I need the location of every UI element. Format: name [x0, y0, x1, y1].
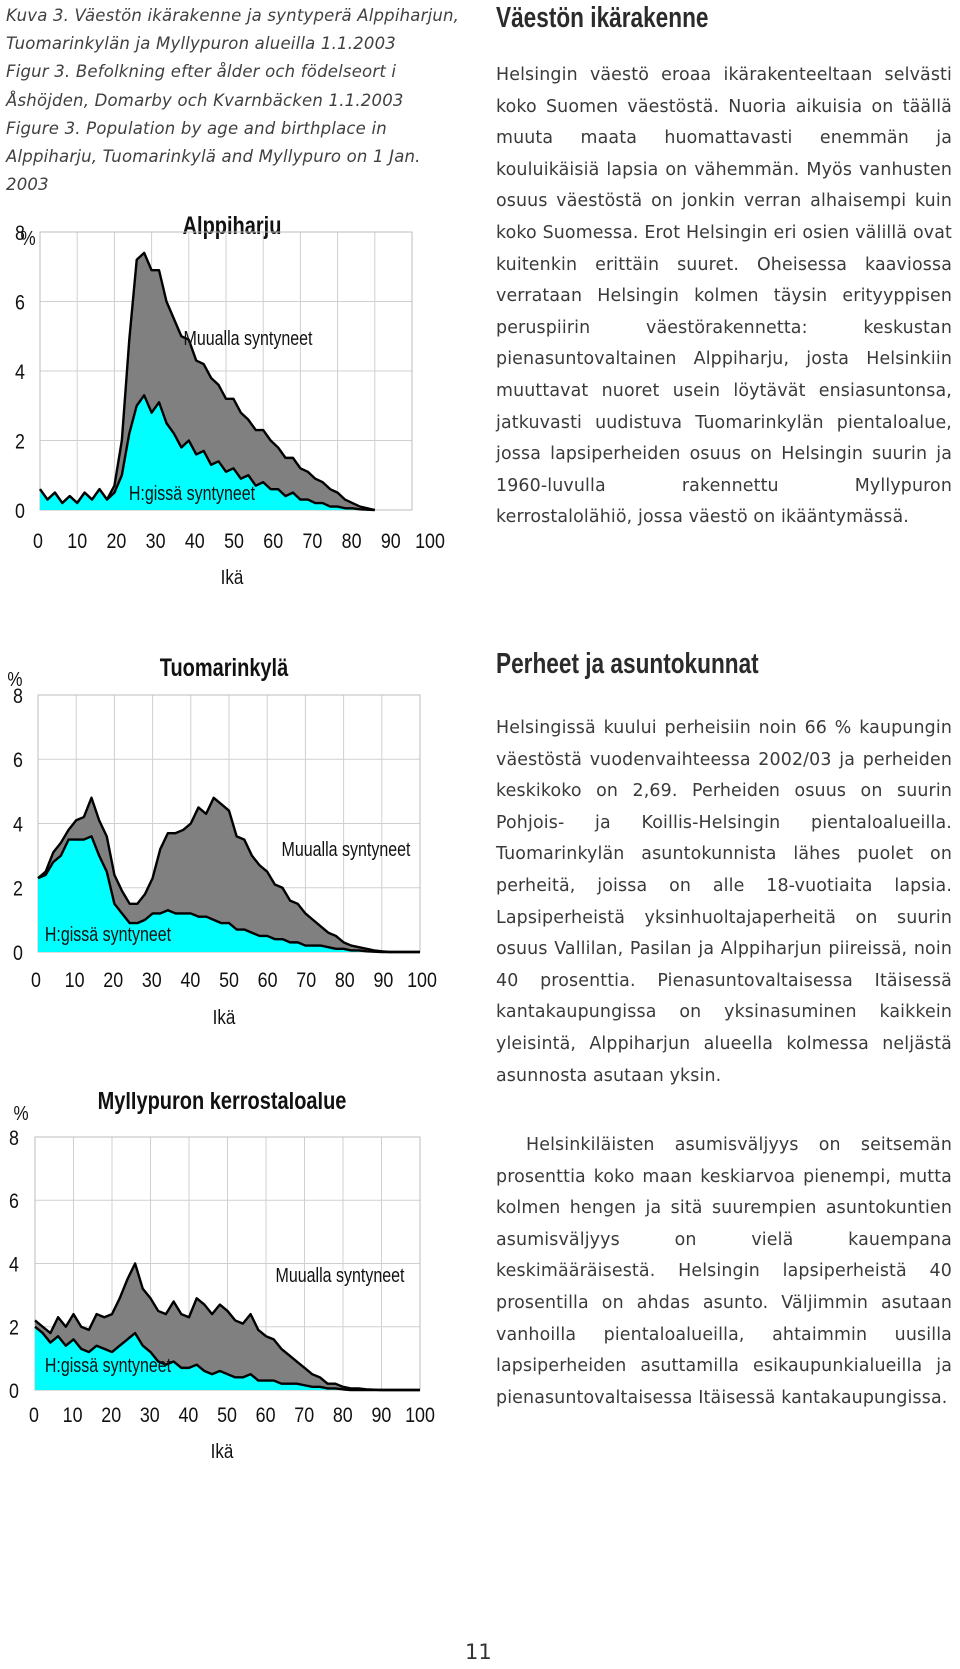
x-tick-label: 20	[101, 1404, 121, 1428]
annotation-muualla-syntyneet: Muualla syntyneet	[276, 1264, 405, 1286]
section-heading-families: Perheet ja asuntokunnat	[496, 648, 759, 680]
y-tick-label: 4	[15, 361, 25, 385]
y-tick-label: 0	[9, 1380, 19, 1404]
y-tick-label: 6	[13, 749, 23, 773]
x-tick-label: 10	[67, 530, 87, 554]
y-tick-label: 6	[9, 1190, 19, 1214]
x-tick-label: 70	[296, 969, 316, 993]
x-tick-label: 100	[415, 530, 445, 554]
x-tick-label: 50	[217, 1404, 237, 1428]
x-tick-label: 30	[142, 969, 162, 993]
x-axis-label: Ikä	[213, 1006, 236, 1029]
area-hgissa-syntyneet	[35, 1326, 420, 1390]
x-tick-label: 0	[31, 969, 41, 993]
x-tick-label: 80	[342, 530, 362, 554]
annotation-muualla-syntyneet: Muualla syntyneet	[184, 327, 313, 349]
x-tick-label: 70	[302, 530, 322, 554]
x-tick-label: 10	[65, 969, 85, 993]
x-tick-label: 80	[333, 1404, 353, 1428]
annotation-hgissa-syntyneet: H:gissä syntyneet	[129, 482, 255, 504]
area-hgissa-syntyneet	[40, 395, 375, 510]
x-tick-label: 100	[407, 969, 437, 993]
x-tick-label: 70	[294, 1404, 314, 1428]
caption-en: Figure 3. Population by age and birthpla…	[6, 118, 421, 195]
x-tick-label: 10	[63, 1404, 83, 1428]
x-tick-label: 60	[258, 969, 278, 993]
line-muualla-syntyneet	[37, 796, 420, 954]
figure-caption: Kuva 3. Väestön ikärakenne ja syntyperä …	[6, 2, 468, 199]
section-heading-age-structure: Väestön ikärakenne	[496, 2, 709, 34]
page-number: 11	[465, 1640, 492, 1664]
x-tick-label: 30	[146, 530, 166, 554]
chart-myllypuro: Myllypuron kerrostaloalue% 0 2 4 6 8 0 10 20 30 40…	[0, 1092, 480, 1554]
x-tick-label: 20	[103, 969, 123, 993]
y-tick-label: 8	[9, 1127, 19, 1151]
area-muualla-syntyneet	[38, 797, 420, 952]
y-tick-label: 0	[15, 500, 25, 524]
x-tick-label: 0	[29, 1404, 39, 1428]
x-tick-label: 60	[256, 1404, 276, 1428]
y-axis-label: %	[7, 668, 22, 691]
chart-tuomarinkyla: Tuomarinkylä% 0 2 4 6 8 0 10 20 30 40 50 60 70 80 90 100…	[0, 632, 480, 1092]
y-tick-label: 0	[13, 942, 23, 966]
chart-title: Myllypuron kerrostaloalue	[98, 1092, 347, 1115]
x-tick-label: 90	[381, 530, 401, 554]
line-hgissa-syntyneet	[39, 394, 375, 512]
x-tick-label: 20	[106, 530, 126, 554]
y-axis-label: %	[20, 227, 35, 250]
x-tick-label: 40	[180, 969, 200, 993]
x-tick-label: 90	[373, 969, 393, 993]
y-tick-label: 8	[13, 685, 23, 709]
x-axis-label: Ikä	[211, 1440, 234, 1463]
x-axis-label: Ikä	[221, 566, 244, 589]
x-tick-label: 90	[371, 1404, 391, 1428]
y-axis-label: %	[13, 1102, 28, 1125]
paragraph-age-structure: Helsingin väestö eroaa ikärakenteeltaan …	[496, 65, 952, 528]
x-tick-label: 40	[185, 530, 205, 554]
chart-alppiharju: Alppiharju% 0 2 4 6 8 0 10 20 30 40 50 60 70 80 90 100 Ik…	[0, 170, 480, 630]
paragraph-families-2: Helsinkiläisten asumisväljyys on seitsem…	[496, 1135, 952, 1408]
x-tick-label: 50	[224, 530, 244, 554]
annotation-hgissa-syntyneet: H:gissä syntyneet	[45, 923, 171, 945]
caption-sv: Figur 3. Befolkning efter ålder och föde…	[6, 62, 404, 110]
x-tick-label: 100	[405, 1404, 435, 1428]
y-tick-label: 2	[15, 430, 25, 454]
x-tick-label: 40	[178, 1404, 198, 1428]
y-tick-label: 4	[9, 1253, 19, 1277]
x-tick-label: 50	[219, 969, 239, 993]
x-tick-label: 60	[263, 530, 283, 554]
area-muualla-syntyneet	[40, 252, 375, 510]
y-tick-label: 6	[15, 291, 25, 315]
annotation-hgissa-syntyneet: H:gissä syntyneet	[45, 1354, 171, 1376]
y-tick-label: 4	[13, 813, 23, 837]
chart-title: Tuomarinkylä	[160, 654, 289, 682]
y-tick-label: 2	[9, 1316, 19, 1340]
chart-title: Alppiharju	[183, 212, 282, 240]
line-hgissa-syntyneet	[34, 1325, 420, 1392]
caption-fi: Kuva 3. Väestön ikärakenne ja syntyperä …	[6, 6, 460, 54]
y-tick-label: 2	[13, 877, 23, 901]
x-tick-label: 80	[335, 969, 355, 993]
x-tick-label: 0	[33, 530, 43, 554]
line-hgissa-syntyneet	[37, 835, 420, 954]
paragraph-families-1: Helsingissä kuului perheisiin noin 66 % …	[496, 718, 952, 1086]
line-muualla-syntyneet	[34, 1262, 420, 1392]
x-tick-label: 30	[140, 1404, 160, 1428]
y-tick-label: 8	[15, 222, 25, 246]
annotation-muualla-syntyneet: Muualla syntyneet	[282, 838, 411, 860]
